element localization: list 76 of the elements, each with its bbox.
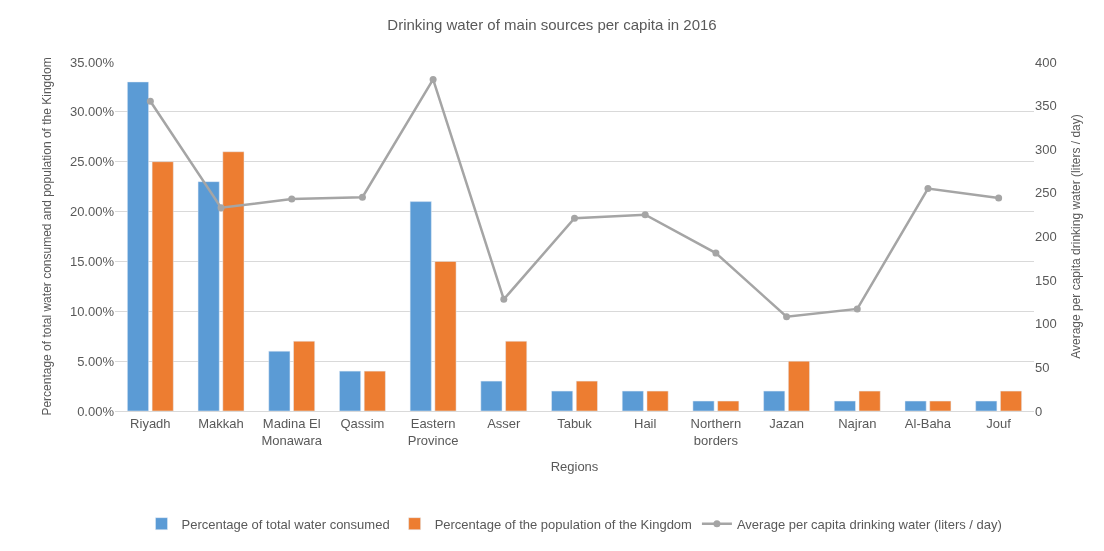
point	[995, 194, 1003, 202]
y2-tick-label: 0	[1035, 403, 1043, 419]
bar	[692, 400, 715, 411]
point	[146, 97, 154, 105]
y2-tick-label: 50	[1035, 359, 1050, 375]
bar	[975, 400, 998, 411]
bar	[151, 161, 174, 411]
y2-tick-label: 300	[1035, 141, 1057, 157]
bar	[480, 380, 503, 411]
bar	[434, 261, 457, 411]
x-tick-label: Eastern Province	[407, 415, 459, 448]
bar	[1000, 390, 1022, 411]
y2-tick-label: 100	[1035, 316, 1057, 332]
legend-label: Percentage of total water consumed	[181, 516, 390, 532]
point	[571, 214, 578, 222]
y2-tick-label: 200	[1035, 229, 1057, 245]
x-axis-title: Regions	[550, 459, 599, 475]
x-tick-label: Northern borders	[690, 415, 742, 448]
bar	[505, 340, 528, 411]
point	[853, 305, 861, 313]
y-tick-label: 30.00%	[69, 104, 115, 120]
y-tick-label: 15.00%	[69, 253, 115, 269]
point	[924, 185, 932, 193]
y-tick-label: 35.00%	[69, 54, 115, 70]
bar	[904, 400, 927, 411]
bar	[222, 151, 245, 411]
bar	[409, 201, 432, 411]
x-tick-label: Qassim	[340, 415, 385, 431]
point	[358, 193, 366, 201]
x-tick-label: Riyadh	[130, 415, 171, 431]
y-tick-label: 5.00%	[77, 353, 115, 369]
bar	[646, 390, 669, 411]
bar	[788, 360, 810, 411]
y-axis-title: Percentage of total water consumed and population of the Kingdom	[40, 57, 55, 416]
point	[783, 313, 791, 321]
x-tick-label: Hail	[633, 415, 657, 431]
y-tick-label: 25.00%	[69, 154, 115, 170]
chart-title: Drinking water of main sources per capita in 2016	[387, 15, 717, 33]
y-tick-label: 10.00%	[69, 303, 115, 319]
x-tick-label: Najran	[838, 415, 877, 431]
x-tick-label: Asser	[487, 415, 522, 431]
y2-axis-title: Average per capita drinking water (liters / day)	[1068, 114, 1083, 359]
point	[500, 295, 508, 303]
x-tick-label: Jouf	[986, 415, 1012, 431]
bar	[197, 181, 220, 411]
bar	[551, 390, 573, 411]
bar	[717, 400, 740, 411]
bar	[127, 81, 149, 411]
point	[641, 211, 649, 219]
x-tick-label: Tabuk	[557, 415, 593, 431]
bar	[621, 390, 644, 411]
x-tick-label: Jazan	[769, 415, 804, 431]
bar	[763, 390, 786, 411]
point	[288, 195, 296, 203]
legend-label: Average per capita drinking water (liters / day)	[736, 516, 1002, 532]
point	[712, 249, 720, 257]
bar	[929, 400, 952, 411]
point	[217, 204, 225, 212]
x-tick-label: Al-Baha	[904, 415, 952, 431]
y2-tick-label: 400	[1035, 54, 1057, 70]
y2-tick-label: 350	[1035, 98, 1057, 114]
point	[429, 75, 437, 83]
bar	[268, 350, 291, 411]
y2-tick-label: 250	[1035, 185, 1057, 201]
bar	[293, 340, 315, 411]
y-tick-label: 0.00%	[77, 403, 115, 419]
x-tick-label: Makkah	[198, 415, 244, 431]
y-tick-label: 20.00%	[69, 204, 115, 220]
bar	[834, 400, 856, 411]
x-tick-label: Madina El Monawara	[261, 415, 323, 448]
legend-label: Percentage of the population of the Kingdom	[434, 516, 692, 532]
bar	[576, 380, 598, 411]
bar	[858, 390, 881, 411]
y2-tick-label: 150	[1035, 272, 1057, 288]
bar	[339, 370, 361, 411]
bar	[363, 370, 386, 411]
